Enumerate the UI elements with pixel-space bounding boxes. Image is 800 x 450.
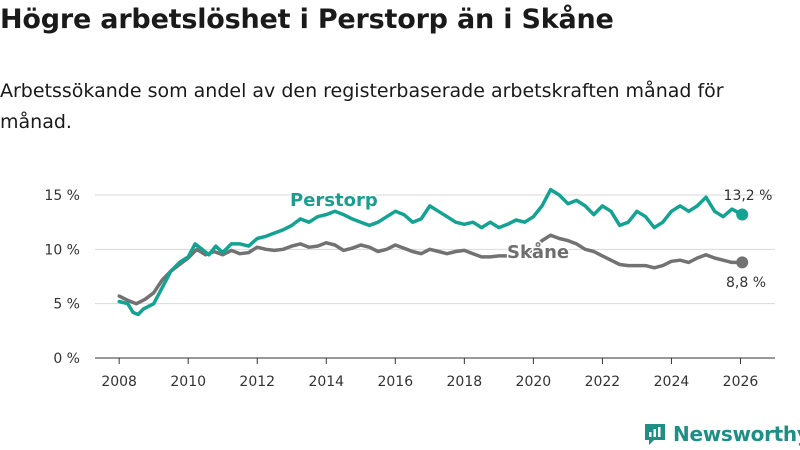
y-tick-label: 10 % bbox=[44, 242, 80, 258]
chart-subtitle: Arbetssökande som andel av den registerb… bbox=[0, 80, 724, 133]
x-tick-label: 2018 bbox=[447, 374, 483, 390]
end-label-skane: 8,8 % bbox=[726, 275, 766, 291]
x-tick-label: 2016 bbox=[377, 374, 413, 390]
x-tick-label: 2026 bbox=[723, 374, 759, 390]
axis-layer: 0 % 5 % 10 % 15 % 2008 2010 2012 2014 2016 2018 20… bbox=[44, 188, 775, 390]
series-layer bbox=[117, 187, 749, 317]
label-layer: Perstorp Skåne 13,2 % 8,8 % bbox=[289, 188, 773, 291]
x-tick-label: 2008 bbox=[101, 374, 137, 390]
y-tick-label: 15 % bbox=[44, 188, 80, 204]
series-line-skane bbox=[117, 233, 744, 306]
x-tick-label: 2024 bbox=[654, 374, 690, 390]
chart-title: Högre arbetslöshet i Perstorp än i Skåne bbox=[0, 4, 614, 35]
series-label-perstorp: Perstorp bbox=[290, 190, 378, 211]
newsworthy-logo-icon bbox=[645, 424, 665, 445]
x-tick-label: 2014 bbox=[308, 374, 344, 390]
end-label-perstorp: 13,2 % bbox=[724, 188, 773, 204]
x-tick-label: 2020 bbox=[516, 374, 552, 390]
x-tick-label: 2012 bbox=[239, 374, 275, 390]
brand: Newsworthy bbox=[643, 420, 800, 448]
brand-name: Newsworthy bbox=[673, 422, 800, 446]
x-tick-label: 2010 bbox=[170, 374, 206, 390]
x-tick-label: 2022 bbox=[585, 374, 621, 390]
series-line-perstorp bbox=[117, 187, 744, 317]
series-label-skane: Skåne bbox=[507, 241, 569, 263]
y-tick-label: 0 % bbox=[53, 351, 80, 367]
end-point-skane bbox=[736, 256, 749, 269]
y-tick-label: 5 % bbox=[53, 297, 80, 313]
end-point-perstorp bbox=[736, 208, 749, 221]
